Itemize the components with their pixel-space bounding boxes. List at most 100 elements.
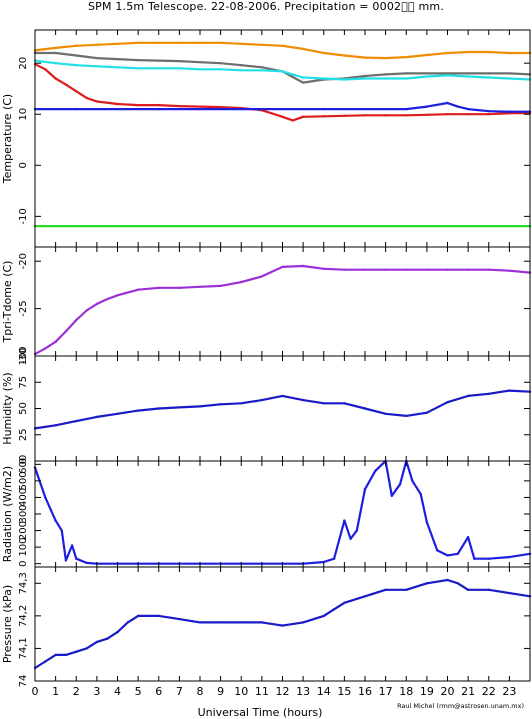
data-point bbox=[446, 224, 449, 228]
data-point bbox=[106, 637, 109, 640]
x-tick-label: 7 bbox=[176, 685, 183, 698]
data-point bbox=[487, 588, 490, 591]
data-point bbox=[419, 492, 422, 496]
data-point bbox=[508, 51, 511, 55]
data-point bbox=[446, 113, 449, 116]
data-point bbox=[157, 67, 160, 70]
y-tick-label: -25 bbox=[18, 300, 29, 316]
data-point bbox=[425, 113, 429, 117]
y-tick-label: 0 bbox=[18, 458, 29, 464]
x-tick-label: 4 bbox=[114, 685, 121, 698]
data-point bbox=[487, 392, 490, 395]
data-point bbox=[136, 409, 140, 412]
credit-text: Raul Michel (rmm@astrosen.unam.mx) bbox=[397, 702, 524, 710]
data-point bbox=[508, 389, 511, 392]
data-point bbox=[405, 107, 408, 111]
x-tick-label: 9 bbox=[217, 685, 224, 698]
data-point bbox=[363, 74, 367, 78]
data-point bbox=[106, 297, 109, 301]
data-point bbox=[136, 67, 140, 70]
data-point bbox=[178, 104, 181, 108]
data-point bbox=[178, 59, 181, 63]
y-tick-label: 600 bbox=[18, 455, 29, 474]
data-point bbox=[508, 591, 511, 595]
data-point bbox=[95, 640, 99, 644]
panel-1: -30 -25 -20 Tpri-Tdome (C) bbox=[1, 246, 532, 364]
data-point bbox=[75, 63, 78, 67]
data-point bbox=[301, 115, 305, 119]
data-point bbox=[374, 469, 377, 473]
data-point bbox=[384, 412, 387, 415]
data-point bbox=[466, 394, 470, 398]
data-point bbox=[291, 119, 294, 122]
data-point bbox=[178, 41, 181, 44]
series-line-3-0 bbox=[33, 459, 531, 565]
y-tick-label: 50 bbox=[18, 402, 29, 415]
x-tick-label: 5 bbox=[135, 685, 142, 698]
data-point bbox=[349, 537, 352, 540]
data-point bbox=[508, 555, 511, 559]
x-tick-label: 0 bbox=[32, 685, 39, 698]
x-tick-label: 23 bbox=[502, 685, 516, 698]
x-tick-label: 14 bbox=[317, 685, 331, 698]
data-point bbox=[75, 54, 78, 57]
data-point bbox=[116, 57, 119, 61]
data-point bbox=[363, 488, 367, 491]
data-point bbox=[64, 330, 68, 333]
data-point bbox=[260, 69, 264, 72]
data-point bbox=[85, 647, 88, 650]
data-point bbox=[157, 41, 160, 44]
data-point bbox=[240, 402, 243, 405]
x-tick-label: 10 bbox=[234, 685, 248, 698]
data-point bbox=[260, 275, 264, 278]
chart-title: SPM 1.5m Telescope. 22-08-2006. Precipit… bbox=[87, 0, 445, 13]
data-point bbox=[487, 268, 490, 271]
data-point bbox=[44, 496, 47, 499]
data-point bbox=[126, 621, 129, 624]
data-point bbox=[198, 41, 202, 44]
data-point bbox=[157, 286, 160, 289]
data-point bbox=[136, 58, 140, 62]
x-tick-label: 1 bbox=[52, 685, 59, 698]
data-point bbox=[446, 401, 449, 404]
data-point bbox=[116, 66, 119, 69]
data-point bbox=[178, 67, 181, 70]
data-point bbox=[75, 318, 78, 322]
data-point bbox=[157, 103, 160, 107]
x-tick-label: 8 bbox=[197, 685, 204, 698]
y-tick-label: 500 bbox=[18, 471, 29, 490]
data-point bbox=[446, 268, 449, 271]
data-point bbox=[75, 419, 78, 423]
data-point bbox=[384, 73, 387, 76]
x-tick-label: 20 bbox=[441, 685, 455, 698]
data-point bbox=[281, 265, 284, 269]
data-point bbox=[343, 268, 346, 271]
y-tick-label: 20 bbox=[18, 57, 29, 70]
y-axis-label: Temperature (C) bbox=[1, 94, 14, 184]
data-point bbox=[240, 63, 243, 67]
data-point bbox=[405, 588, 408, 591]
data-point bbox=[473, 557, 476, 560]
x-tick-label: 16 bbox=[358, 685, 372, 698]
data-point bbox=[363, 268, 367, 271]
y-axis-label: Humidity (%) bbox=[1, 372, 14, 444]
data-point bbox=[363, 107, 367, 111]
data-point bbox=[60, 529, 63, 532]
data-point bbox=[456, 105, 459, 108]
data-point bbox=[343, 54, 346, 57]
data-point bbox=[219, 403, 222, 406]
data-point bbox=[281, 394, 284, 398]
y-tick-label: -20 bbox=[18, 253, 29, 269]
data-point bbox=[456, 552, 459, 555]
panel-frame bbox=[34, 29, 531, 248]
data-point bbox=[75, 90, 78, 93]
data-point bbox=[487, 50, 490, 54]
data-point bbox=[136, 614, 140, 618]
data-point bbox=[44, 660, 47, 663]
data-point bbox=[75, 44, 78, 47]
data-point bbox=[384, 268, 387, 271]
data-point bbox=[405, 72, 408, 75]
data-point bbox=[355, 529, 358, 532]
data-point bbox=[405, 268, 408, 271]
